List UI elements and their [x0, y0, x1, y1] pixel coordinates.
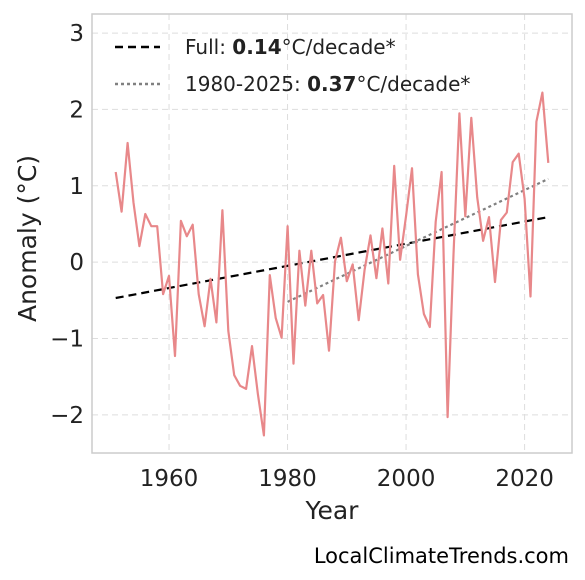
legend-recent-rate: 0.37: [307, 72, 356, 96]
y-tick-label: 3: [69, 21, 84, 47]
legend-full-rate: 0.14: [232, 35, 281, 59]
data-series: [114, 91, 550, 437]
y-tick-label: −1: [50, 326, 84, 352]
legend-recent-suffix: °C/decade*: [356, 72, 470, 96]
x-tick-labels: 1960 1980 2000 2020: [140, 466, 554, 492]
legend: Full: 0.14°C/decade* 1980-2025: 0.37°C/d…: [115, 35, 470, 96]
y-tick-label: 2: [69, 97, 84, 123]
y-tick-label: −2: [50, 403, 84, 429]
y-axis-title: Anomaly (°C): [13, 155, 42, 322]
legend-label-full: Full: 0.14°C/decade*: [185, 35, 396, 59]
x-axis-title: Year: [305, 496, 360, 525]
legend-full-suffix: °C/decade*: [282, 35, 396, 59]
anomaly-series-line: [114, 91, 550, 437]
x-tick-label: 2000: [377, 466, 436, 492]
grid: [92, 14, 572, 453]
legend-full-prefix: Full:: [185, 35, 232, 59]
y-tick-label: 0: [69, 250, 84, 276]
plot-frame: [91, 13, 573, 454]
legend-label-recent: 1980-2025: 0.37°C/decade*: [185, 72, 470, 96]
watermark-text: LocalClimateTrends.com: [313, 544, 569, 568]
x-tick-label: 1960: [140, 466, 199, 492]
trend-lines: [115, 177, 549, 303]
full-trend-line: [115, 216, 549, 300]
legend-recent-prefix: 1980-2025:: [185, 72, 307, 96]
recent-trend-line: [287, 177, 549, 303]
y-tick-label: 1: [69, 174, 84, 200]
y-tick-labels: −2 −1 0 1 2 3: [50, 21, 84, 429]
x-tick-label: 1980: [258, 466, 317, 492]
x-tick-label: 2020: [495, 466, 554, 492]
